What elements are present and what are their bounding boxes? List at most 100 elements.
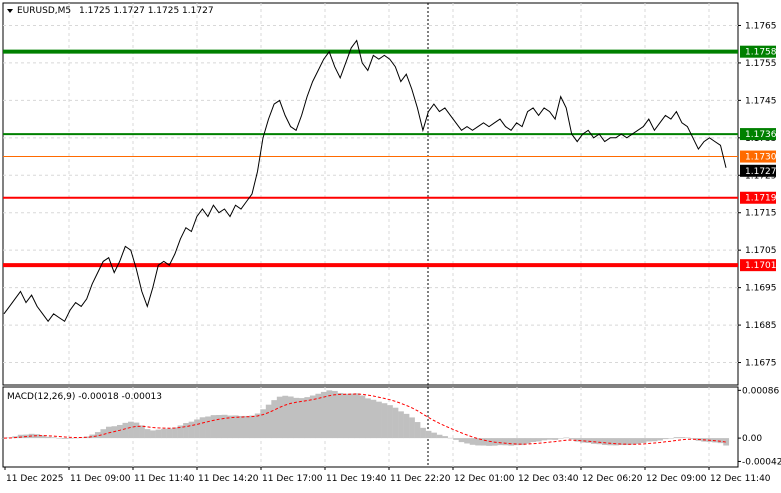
- macd-bar: [221, 414, 228, 439]
- macd-bar: [442, 436, 448, 439]
- macd-bar: [673, 437, 680, 439]
- macd-bar: [607, 438, 614, 446]
- macd-bar: [133, 422, 140, 439]
- macd-bar: [690, 438, 696, 439]
- macd-bar: [508, 438, 515, 446]
- macd-bar: [480, 438, 487, 446]
- macd-bar: [128, 421, 134, 439]
- macd-bar: [370, 399, 377, 439]
- macd-bar: [144, 429, 151, 439]
- macd-bar: [150, 430, 156, 439]
- macd-bar: [436, 434, 443, 439]
- collapse-arrow-icon[interactable]: [7, 9, 13, 13]
- y-tick-label: 1.1695: [745, 284, 777, 294]
- time-axis: 11 Dec 2025 11 Dec 09:00 11 Dec 11:40 11 De…: [4, 467, 771, 484]
- macd-bar: [579, 438, 586, 443]
- x-tick-label: 11 Dec 17:00: [262, 474, 323, 484]
- macd-bar: [557, 438, 564, 439]
- macd-bar: [309, 395, 316, 439]
- macd-bar: [282, 395, 289, 439]
- level-label-bg: [740, 259, 776, 272]
- macd-bar: [635, 438, 641, 444]
- y-tick-label: 1.1715: [745, 209, 777, 219]
- macd-bar: [89, 434, 96, 439]
- macd-bar: [365, 398, 371, 439]
- macd-bar: [183, 423, 189, 439]
- macd-bar: [596, 438, 603, 445]
- macd-bar: [546, 438, 553, 440]
- macd-bar: [651, 438, 658, 442]
- y-tick-label: 1.1685: [745, 321, 777, 331]
- macd-bar: [337, 392, 344, 439]
- macd-bar: [646, 438, 652, 442]
- macd-bar: [447, 437, 454, 439]
- macd-bar: [420, 427, 426, 439]
- macd-bar: [662, 438, 669, 440]
- macd-bar: [161, 428, 167, 439]
- macd-bar: [188, 421, 195, 439]
- macd-bar: [629, 438, 636, 445]
- ohlc-readout: 1.1725 1.1727 1.1725 1.1727: [79, 6, 214, 16]
- macd-bar: [602, 438, 608, 446]
- macd-bar: [414, 422, 421, 439]
- macd-bar: [56, 438, 63, 439]
- macd-bar: [530, 438, 537, 443]
- macd-histogram: [1, 390, 730, 446]
- macd-tick-label: -0.00042: [742, 457, 781, 467]
- macd-bar: [287, 396, 294, 439]
- macd-bar: [320, 391, 327, 439]
- level-label: 1.1730: [745, 153, 777, 163]
- macd-bar: [376, 401, 382, 439]
- macd-bar: [552, 438, 559, 440]
- main-plot-area[interactable]: [2, 2, 739, 386]
- x-tick-label: 12 Dec 03:40: [518, 474, 579, 484]
- level-label: 1.1719: [745, 194, 777, 204]
- macd-bar: [249, 415, 256, 439]
- macd-bar: [50, 437, 57, 439]
- macd-bar: [723, 438, 730, 446]
- macd-bar: [425, 430, 432, 439]
- y-tick-label: 1.1745: [745, 96, 777, 106]
- macd-bar: [216, 414, 222, 439]
- macd-bar: [293, 397, 300, 439]
- macd-bar: [243, 415, 250, 439]
- macd-bar: [177, 425, 184, 439]
- macd-bar: [94, 432, 101, 439]
- macd-bar: [348, 393, 355, 439]
- macd-bar: [67, 438, 74, 439]
- macd-bar: [486, 438, 493, 446]
- macd-bar: [260, 409, 267, 439]
- macd-bar: [431, 432, 437, 439]
- macd-bar: [519, 438, 526, 446]
- level-label: 1.1758: [745, 48, 777, 58]
- x-tick-label: 11 Dec 09:00: [70, 474, 131, 484]
- level-label-bg: [740, 45, 776, 58]
- level-label: 1.1701: [745, 261, 777, 271]
- y-tick-label: 1.1675: [745, 359, 777, 369]
- macd-bar: [100, 429, 107, 439]
- x-tick-label: 12 Dec 06:20: [582, 474, 643, 484]
- macd-bar: [657, 438, 663, 441]
- macd-bar: [72, 437, 79, 439]
- macd-bar: [574, 438, 581, 442]
- levels: [3, 49, 738, 268]
- x-tick-label: 11 Dec 11:40: [134, 474, 195, 484]
- macd-bar: [17, 434, 24, 439]
- macd-bar: [684, 437, 691, 439]
- macd-bar: [232, 415, 239, 439]
- macd-label: MACD(12,26,9) -0.00018 -0.00013: [7, 392, 162, 402]
- macd-bar: [315, 393, 322, 439]
- macd-bar: [39, 435, 46, 439]
- y-tick-label: 1.1765: [745, 21, 777, 31]
- macd-bar: [409, 417, 415, 439]
- macd-bar: [45, 436, 52, 439]
- macd-bar: [265, 404, 272, 439]
- macd-bar: [535, 438, 542, 442]
- macd-bar: [668, 438, 674, 439]
- macd-bar: [353, 393, 360, 439]
- macd-bar: [563, 437, 570, 439]
- macd-bar: [122, 422, 129, 439]
- macd-bar: [172, 427, 178, 439]
- macd-bar: [524, 438, 531, 444]
